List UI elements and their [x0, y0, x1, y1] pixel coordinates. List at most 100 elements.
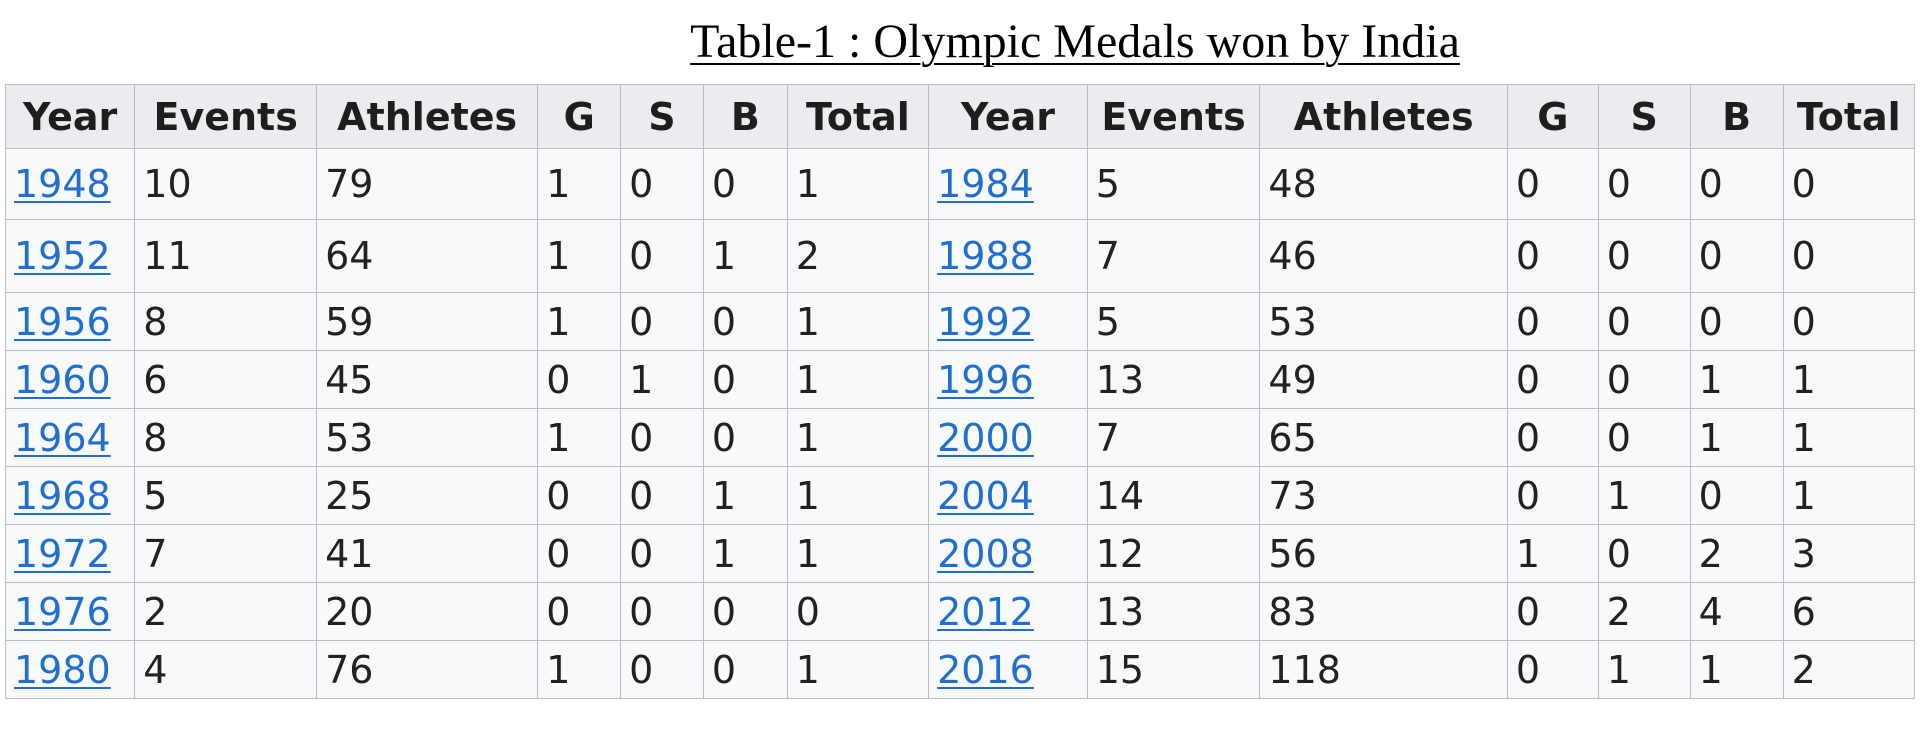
- table-row: 1948 10 79 1 0 0 1 1984 5 48 0 0 0 0: [4, 148, 1916, 220]
- gold-cell: 0: [537, 582, 622, 641]
- silver-cell: 0: [620, 466, 704, 525]
- silver-cell: 2: [1597, 582, 1691, 641]
- year-link[interactable]: 1996: [937, 357, 1034, 402]
- year-cell: 2000: [928, 408, 1088, 467]
- athletes-cell: 46: [1259, 219, 1508, 293]
- total-cell: 3: [1782, 524, 1916, 583]
- table-row: 1952 11 64 1 0 1 2 1988 7 46 0 0 0 0: [4, 219, 1916, 293]
- bronze-cell: 0: [1689, 219, 1784, 293]
- year-cell: 1984: [928, 148, 1088, 220]
- silver-cell: 0: [1597, 350, 1691, 409]
- events-cell: 12: [1086, 524, 1261, 583]
- year-cell: 1980: [4, 640, 136, 699]
- gold-cell: 0: [1506, 219, 1599, 293]
- gold-cell: 0: [1506, 582, 1599, 641]
- silver-cell: 0: [620, 408, 704, 467]
- year-link[interactable]: 2012: [937, 589, 1034, 634]
- events-cell: 10: [134, 148, 318, 220]
- year-link[interactable]: 1972: [14, 531, 111, 576]
- bronze-cell: 0: [702, 350, 788, 409]
- total-cell: 2: [786, 219, 930, 293]
- bronze-cell: 1: [1689, 408, 1784, 467]
- gold-cell: 0: [537, 524, 622, 583]
- gold-cell: 0: [537, 466, 622, 525]
- bronze-cell: 0: [702, 640, 788, 699]
- events-cell: 4: [134, 640, 318, 699]
- table-row: 1968 5 25 0 0 1 1 2004 14 73 0 1 0 1: [4, 466, 1916, 525]
- events-cell: 14: [1086, 466, 1261, 525]
- gold-cell: 1: [537, 640, 622, 699]
- athletes-cell: 118: [1259, 640, 1508, 699]
- athletes-cell: 79: [316, 148, 539, 220]
- events-cell: 6: [134, 350, 318, 409]
- athletes-cell: 64: [316, 219, 539, 293]
- table-row: 1972 7 41 0 0 1 1 2008 12 56 1 0 2 3: [4, 524, 1916, 583]
- year-link[interactable]: 2004: [937, 473, 1034, 518]
- year-link[interactable]: 1980: [14, 647, 111, 692]
- year-cell: 1992: [928, 292, 1088, 351]
- gold-cell: 0: [1506, 148, 1599, 220]
- column-header-year: Year: [928, 84, 1088, 149]
- total-cell: 1: [786, 524, 930, 583]
- year-link[interactable]: 1952: [14, 234, 111, 278]
- events-cell: 2: [134, 582, 318, 641]
- events-cell: 7: [134, 524, 318, 583]
- gold-cell: 0: [537, 350, 622, 409]
- silver-cell: 1: [1597, 466, 1691, 525]
- year-link[interactable]: 2016: [937, 647, 1034, 692]
- events-cell: 7: [1086, 219, 1261, 293]
- athletes-cell: 76: [316, 640, 539, 699]
- total-cell: 1: [786, 350, 930, 409]
- year-link[interactable]: 1956: [14, 299, 111, 344]
- column-header-total: Total: [786, 84, 930, 149]
- events-cell: 8: [134, 408, 318, 467]
- bronze-cell: 0: [702, 582, 788, 641]
- athletes-cell: 48: [1259, 148, 1508, 220]
- year-cell: 1960: [4, 350, 136, 409]
- table-row: 1960 6 45 0 1 0 1 1996 13 49 0 0 1 1: [4, 350, 1916, 409]
- total-cell: 0: [1782, 148, 1916, 220]
- table-row: 1956 8 59 1 0 0 1 1992 5 53 0 0 0 0: [4, 292, 1916, 351]
- gold-cell: 0: [1506, 350, 1599, 409]
- year-link[interactable]: 1964: [14, 415, 111, 460]
- year-cell: 2016: [928, 640, 1088, 699]
- year-link[interactable]: 2008: [937, 531, 1034, 576]
- total-cell: 2: [1782, 640, 1916, 699]
- year-cell: 2012: [928, 582, 1088, 641]
- total-cell: 0: [786, 582, 930, 641]
- bronze-cell: 0: [702, 148, 788, 220]
- year-link[interactable]: 1948: [14, 162, 111, 206]
- total-cell: 1: [1782, 350, 1916, 409]
- year-cell: 2004: [928, 466, 1088, 525]
- year-link[interactable]: 1992: [937, 299, 1034, 344]
- events-cell: 8: [134, 292, 318, 351]
- year-cell: 1964: [4, 408, 136, 467]
- gold-cell: 0: [1506, 640, 1599, 699]
- silver-cell: 0: [620, 148, 704, 220]
- table-title: Table-1 : Olympic Medals won by India: [690, 15, 1460, 68]
- year-link[interactable]: 1960: [14, 357, 111, 402]
- year-cell: 1968: [4, 466, 136, 525]
- year-link[interactable]: 1976: [14, 589, 111, 634]
- year-link[interactable]: 1968: [14, 473, 111, 518]
- silver-cell: 0: [620, 640, 704, 699]
- silver-cell: 0: [1597, 219, 1691, 293]
- bronze-cell: 1: [1689, 640, 1784, 699]
- year-cell: 1956: [4, 292, 136, 351]
- total-cell: 6: [1782, 582, 1916, 641]
- table-row: 1976 2 20 0 0 0 0 2012 13 83 0 2 4 6: [4, 582, 1916, 641]
- year-cell: 1976: [4, 582, 136, 641]
- table-row: 1980 4 76 1 0 0 1 2016 15 118 0 1 1 2: [4, 640, 1916, 699]
- events-cell: 15: [1086, 640, 1261, 699]
- year-link[interactable]: 1984: [937, 162, 1034, 206]
- bronze-cell: 1: [1689, 350, 1784, 409]
- year-link[interactable]: 2000: [937, 415, 1034, 460]
- year-cell: 1996: [928, 350, 1088, 409]
- athletes-cell: 49: [1259, 350, 1508, 409]
- gold-cell: 0: [1506, 408, 1599, 467]
- silver-cell: 0: [620, 292, 704, 351]
- silver-cell: 0: [620, 524, 704, 583]
- bronze-cell: 1: [702, 524, 788, 583]
- year-link[interactable]: 1988: [937, 234, 1034, 278]
- total-cell: 0: [1782, 292, 1916, 351]
